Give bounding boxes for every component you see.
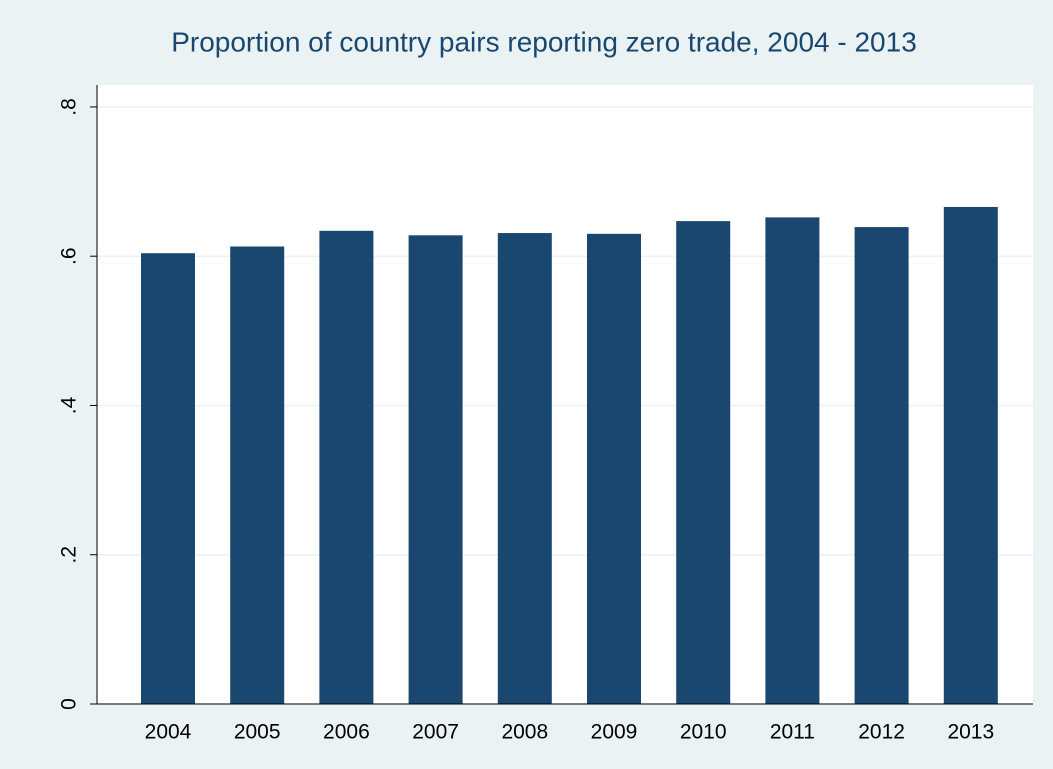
x-tick-label: 2012 [858,721,905,744]
bar [408,235,463,705]
x-tick-label: 2011 [770,721,815,744]
x-tick-label: 2006 [323,721,370,744]
x-tick-label: 2004 [145,721,192,744]
bar [230,246,285,704]
bar [141,253,195,704]
bar [676,221,731,705]
x-tick-label: 2013 [947,721,994,744]
bar [765,217,820,704]
bar [497,233,552,704]
y-tick-label: .8 [58,98,81,116]
x-tick-label: 2007 [412,721,459,744]
x-tick-label: 2010 [680,721,727,744]
bar [854,227,909,704]
x-tick-label: 2005 [234,721,281,744]
y-tick-label: 0 [58,698,81,710]
bar [943,206,998,704]
y-tick-label: .6 [58,247,81,265]
y-tick-label: .2 [58,546,81,564]
bar [587,233,641,704]
bar [319,230,374,704]
y-tick-label: .4 [58,396,81,414]
chart-title: Proportion of country pairs reporting ze… [171,26,917,57]
x-tick-label: 2009 [591,721,638,744]
x-tick-label: 2008 [501,721,548,744]
